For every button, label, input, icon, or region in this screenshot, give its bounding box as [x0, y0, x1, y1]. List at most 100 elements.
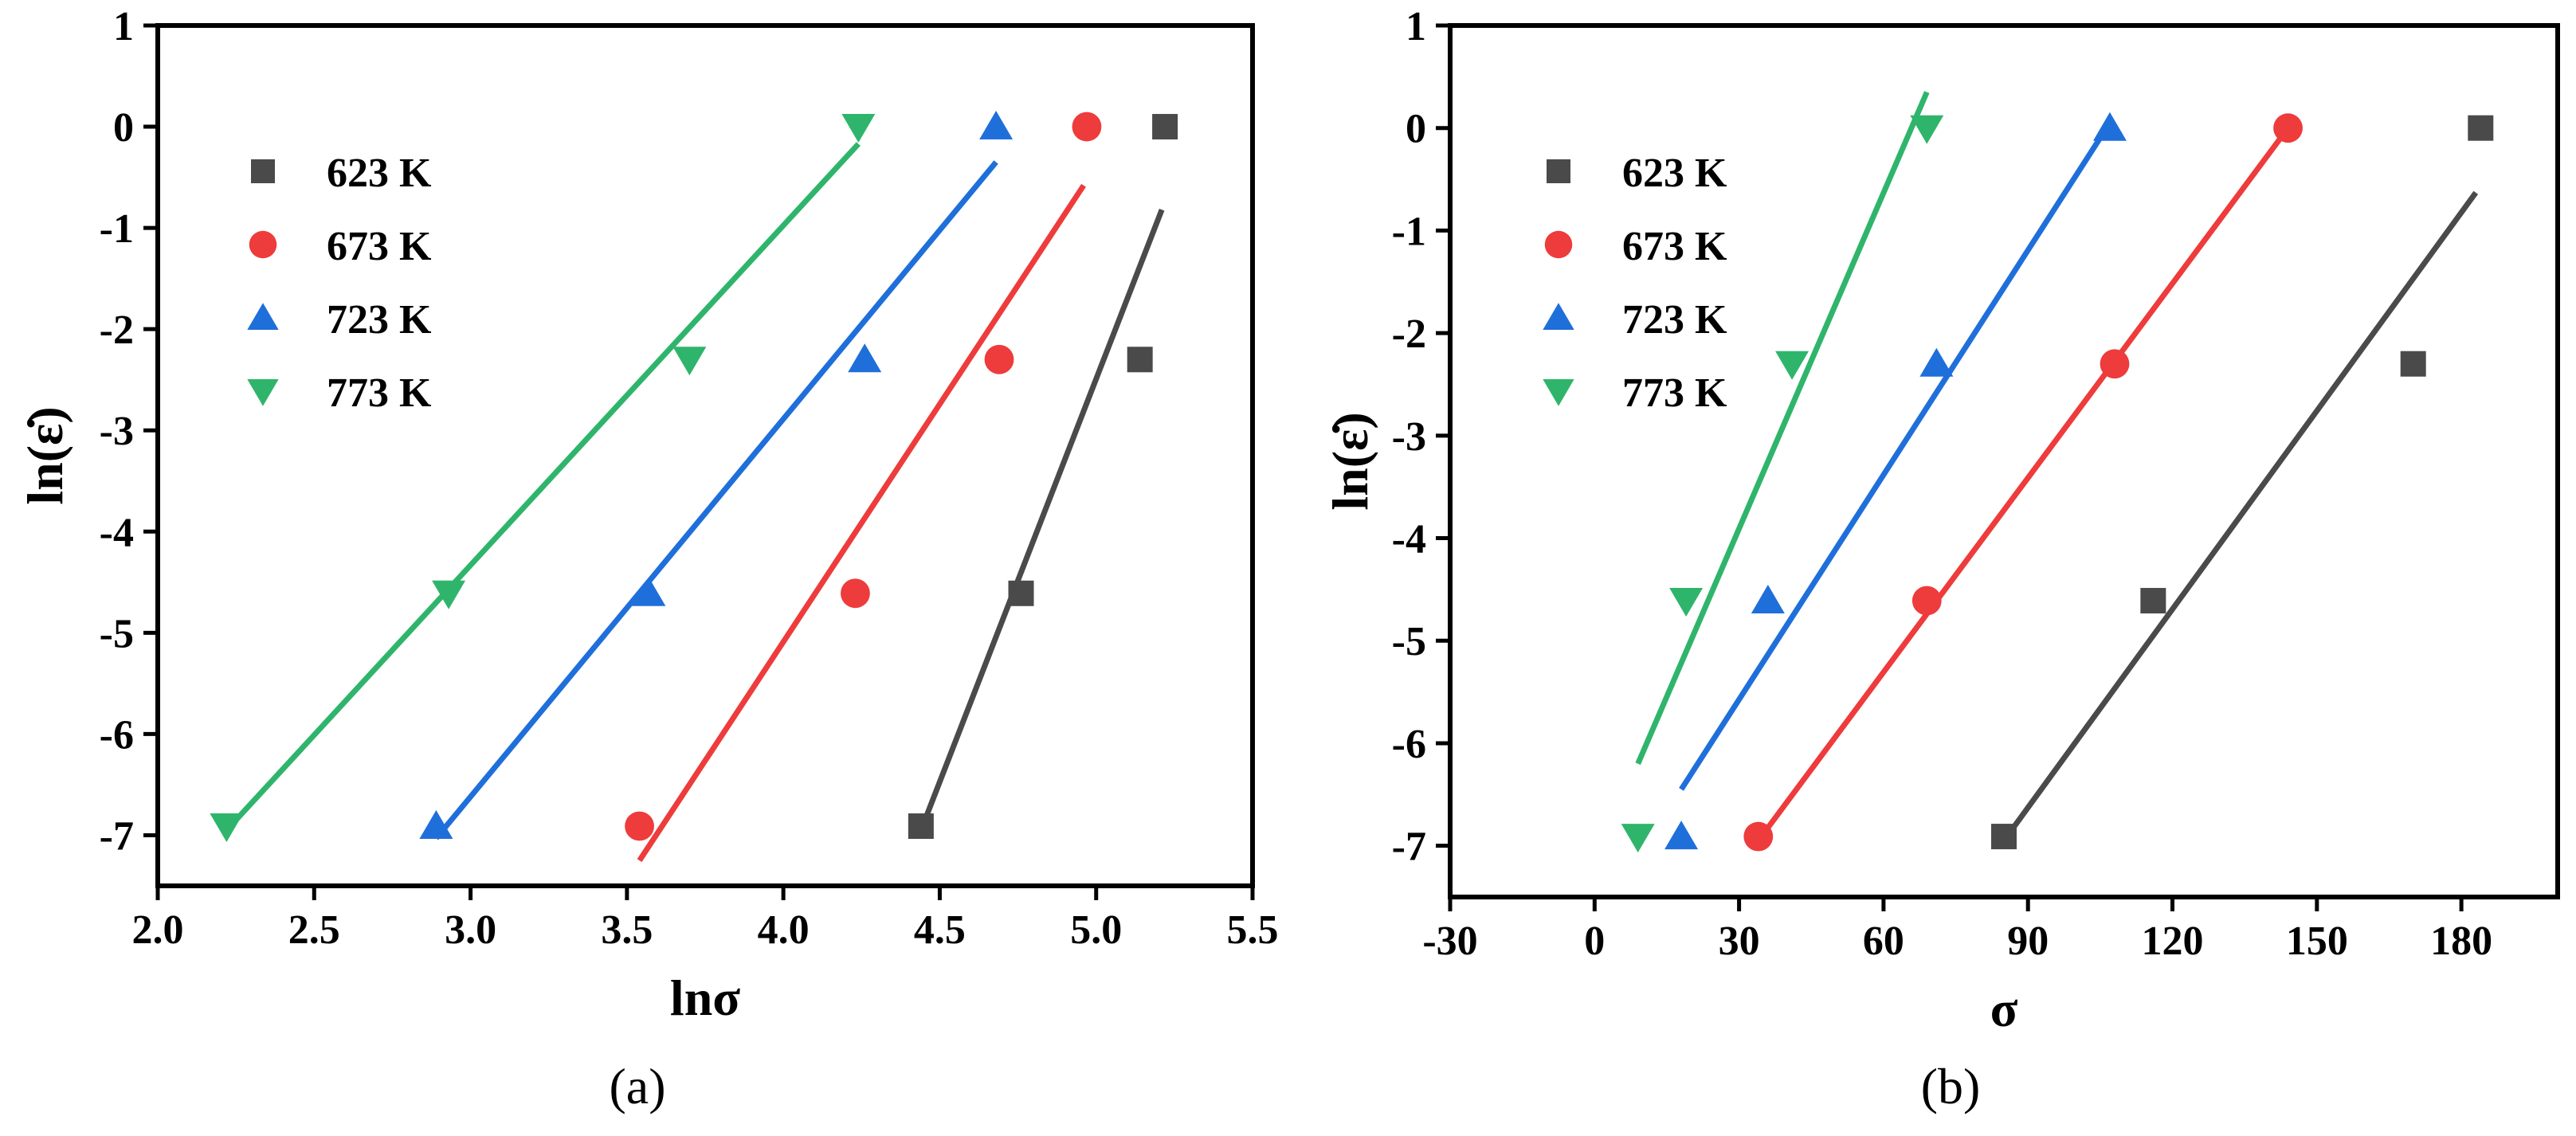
fit-line-723k: [433, 160, 998, 840]
data-point-623k: [908, 813, 934, 840]
data-point-773k: [1621, 824, 1655, 853]
y-tick-label: -2: [100, 308, 134, 353]
y-tick-label: -6: [100, 712, 134, 758]
legend-marker: [251, 159, 275, 183]
data-point-623k: [2140, 588, 2166, 614]
data-point-673k: [841, 578, 870, 609]
y-tick-label: -5: [100, 611, 134, 656]
x-tick-label: 4.0: [758, 907, 810, 953]
x-tick-label: 5.0: [1070, 907, 1122, 953]
legend-marker: [247, 303, 279, 330]
data-point-623k: [1991, 824, 2017, 850]
data-point-723k: [979, 111, 1014, 140]
legend-label: 623 K: [1622, 151, 1727, 196]
y-axis-title: ln(ε̇): [1322, 412, 1378, 510]
legend-label: 623 K: [327, 151, 432, 196]
x-axis-title: σ: [1990, 981, 2018, 1037]
y-tick-label: -3: [100, 409, 134, 454]
data-point-623k: [1152, 114, 1178, 140]
data-point-723k: [1919, 347, 1954, 377]
x-tick-label: 5.5: [1227, 907, 1279, 953]
data-point-673k: [1743, 821, 1774, 852]
x-tick-label: 4.5: [914, 907, 966, 953]
data-point-773k: [672, 347, 707, 376]
y-tick-label: -1: [1392, 209, 1426, 254]
data-point-773k: [210, 813, 244, 843]
fit-line-673k: [637, 183, 1086, 863]
x-tick-label: 180: [2430, 919, 2492, 964]
data-point-773k: [841, 114, 876, 143]
y-tick-label: -1: [100, 206, 134, 252]
data-point-673k: [625, 811, 654, 841]
data-point-723k: [1751, 585, 1785, 614]
fit-line-623k: [918, 208, 1165, 832]
y-axis-title: ln(ε̇): [17, 406, 73, 504]
y-tick-label: -3: [1392, 414, 1426, 460]
y-tick-label: -7: [100, 813, 134, 859]
data-point-773k: [1669, 588, 1704, 617]
data-point-723k: [632, 577, 666, 606]
x-tick-label: 2.0: [132, 907, 184, 953]
y-tick-label: -5: [1392, 619, 1426, 664]
x-tick-label: 3.0: [445, 907, 496, 953]
y-tick-label: 0: [1406, 107, 1426, 152]
y-tick-label: -4: [1392, 517, 1426, 562]
legend-label: 773 K: [327, 370, 432, 416]
data-point-773k: [1910, 115, 1944, 144]
x-tick-label: -30: [1422, 919, 1477, 964]
legend-marker: [1547, 159, 1570, 183]
data-point-673k: [1072, 112, 1102, 142]
data-point-673k: [2273, 113, 2303, 143]
y-tick-label: -2: [1392, 311, 1426, 357]
x-tick-label: 3.5: [601, 907, 653, 953]
panel-caption: (a): [609, 1058, 665, 1114]
legend-marker: [1543, 303, 1574, 330]
data-point-723k: [2092, 112, 2127, 141]
y-tick-label: -7: [1392, 825, 1426, 870]
x-tick-label: 30: [1719, 919, 1760, 964]
data-point-673k: [1911, 586, 1942, 616]
x-tick-label: 120: [2142, 919, 2204, 964]
chart-b: -30 0 30 60 90 120 150 180 1 0 -1 -2 -3 -4 -5 -6 -7 σ ln(ε…: [1322, 4, 2560, 1114]
fit-line-773k: [1635, 91, 1930, 766]
y-tick-label: 0: [113, 105, 134, 151]
y-tick-label: -6: [1392, 722, 1426, 767]
fit-line-673k: [1755, 126, 2291, 843]
data-point-723k: [1664, 821, 1699, 850]
plot-frame: [155, 23, 1255, 888]
x-tick-label: 0: [1584, 919, 1605, 964]
data-point-623k: [1127, 347, 1153, 373]
fit-line-623k: [2002, 190, 2479, 843]
data-point-723k: [848, 343, 882, 373]
data-point-773k: [432, 580, 466, 609]
fit-line-723k: [1679, 121, 2112, 791]
legend-label: 723 K: [1622, 297, 1727, 343]
x-axis-title: lnσ: [670, 970, 740, 1026]
panel-caption: (b): [1921, 1058, 1981, 1114]
x-tick-label: 2.5: [288, 907, 340, 953]
y-tick-label: 1: [1406, 4, 1426, 49]
x-tick-label: 90: [2007, 919, 2049, 964]
fit-line-773k: [224, 142, 861, 832]
data-point-623k: [2468, 115, 2494, 141]
data-point-623k: [1008, 580, 1034, 606]
x-tick-label: 60: [1863, 919, 1904, 964]
legend-label: 673 K: [1622, 224, 1727, 269]
legend-label: 723 K: [327, 297, 432, 343]
data-point-623k: [2400, 351, 2426, 377]
legend-marker: [247, 379, 279, 406]
legend-label: 773 K: [1622, 370, 1727, 416]
y-tick-label: 1: [113, 4, 134, 49]
plot-frame: [1448, 23, 2560, 899]
legend-marker: [1544, 230, 1573, 259]
data-point-773k: [1775, 351, 1809, 380]
y-tick-label: -4: [100, 510, 134, 555]
data-point-673k: [2100, 349, 2130, 379]
data-point-723k: [419, 810, 453, 840]
data-point-673k: [984, 344, 1014, 374]
legend-marker: [249, 230, 277, 259]
legend-label: 673 K: [327, 224, 432, 269]
chart-a: 2.0 2.5 3.0 3.5 4.0 4.5 5.0 5.5 1 0 -1 -2 -3 -4 -5 -6 -7…: [17, 4, 1279, 1114]
x-tick-label: 150: [2286, 919, 2348, 964]
